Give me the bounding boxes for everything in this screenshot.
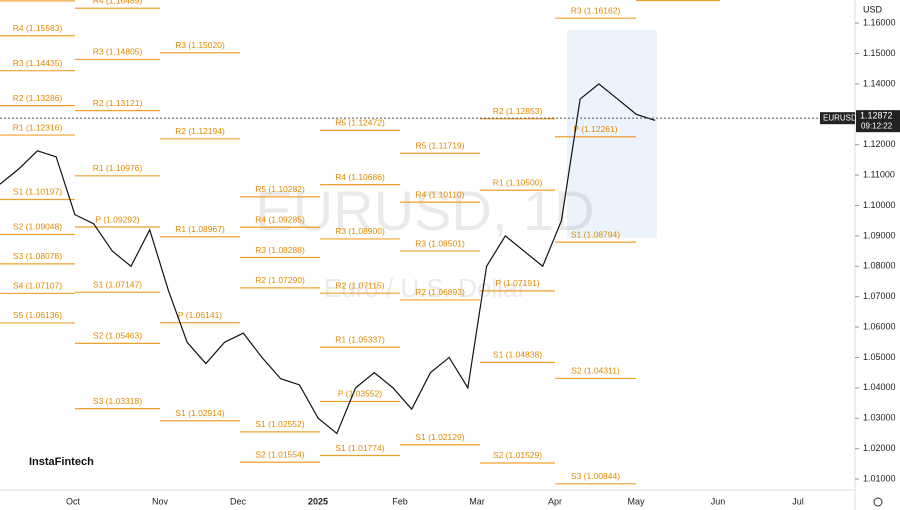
- pivot-label: R2 (1.13121): [93, 98, 143, 108]
- pivot-label: S1 (1.01774): [335, 443, 384, 453]
- y-tick-label: 1.14000: [863, 78, 896, 88]
- pivot-label: S1 (1.04838): [493, 350, 542, 360]
- pivot-label: P (1.06141): [178, 310, 222, 320]
- pivot-label: R5 (1.11719): [416, 140, 465, 150]
- last-price: 1.12872: [860, 111, 893, 121]
- y-tick-label: 1.09000: [863, 230, 896, 240]
- pivot-label: R2 (1.07290): [255, 275, 305, 285]
- pivot-label: S2 (1.04311): [571, 366, 620, 376]
- currency: USD: [863, 4, 883, 14]
- pivot-label: R3 (1.08900): [335, 226, 385, 236]
- y-tick-label: 1.16000: [863, 17, 896, 27]
- x-tick-label: Apr: [548, 496, 562, 506]
- y-tick-label: 1.02000: [863, 443, 896, 453]
- pivot-label: P (1.12261): [573, 124, 617, 134]
- pivot-label: R3 (1.08501): [415, 238, 465, 248]
- pivot-label: P (1.09292): [95, 214, 139, 224]
- settings-icon[interactable]: [873, 497, 883, 507]
- price-line: [0, 83, 656, 435]
- logo-box: [22, 448, 102, 476]
- pivot-label: R3 (1.08288): [255, 245, 305, 255]
- pivot-label: R2 (1.12853): [493, 106, 543, 116]
- pivot-label: R3 (1.14805): [93, 47, 143, 57]
- y-tick-label: 1.05000: [863, 352, 896, 362]
- symbol-tag: [820, 112, 855, 125]
- x-tick-label: Nov: [152, 496, 169, 506]
- pivot-label: S3 (1.08078): [13, 251, 62, 261]
- y-tick-label: 1.06000: [863, 321, 896, 331]
- y-tick-label: 1.15000: [863, 48, 896, 58]
- pivot-label: R5 (1.10282): [255, 184, 305, 194]
- countdown: 09:12:22: [861, 121, 893, 130]
- pivot-label: R1 (1.08967): [175, 224, 225, 234]
- pivot-label: R2 (1.06893): [415, 287, 465, 297]
- pivot-label: S2 (1.01554): [255, 449, 304, 459]
- watermark-title: EURUSD, 1D: [255, 179, 594, 242]
- volume-profile-box: [567, 30, 657, 238]
- pivot-label: R4 (1.10110): [416, 189, 465, 199]
- x-tick-label: Feb: [392, 496, 408, 506]
- symbol: EURUSD: [823, 113, 857, 122]
- pivot-label: S3 (1.00844): [571, 471, 620, 481]
- pivot-label: R2 (1.12194): [175, 126, 225, 136]
- y-tick-label: 1.12000: [863, 139, 896, 149]
- y-tick-label: 1.03000: [863, 413, 896, 423]
- pivot-label: S2 (1.09048): [13, 222, 62, 232]
- pivot-label: R4 (1.10686): [335, 172, 385, 182]
- y-tick-label: 1.01000: [863, 473, 896, 483]
- pivot-label: R1 (1.10976): [93, 163, 143, 173]
- pivot-label: P (1.03552): [338, 389, 382, 399]
- x-tick-label: Mar: [469, 496, 485, 506]
- logo: InstaFintech: [29, 456, 94, 468]
- pivot-label: R2 (1.07115): [336, 280, 385, 290]
- pivot-label: S1 (1.02129): [415, 432, 464, 442]
- x-tick-label: Jun: [711, 496, 726, 506]
- y-tick-label: 1.11000: [863, 169, 895, 179]
- pivot-label: R2 (1.13286): [13, 93, 63, 103]
- x-tick-label: Oct: [66, 496, 81, 506]
- pivot-label: S1 (1.08794): [571, 229, 620, 239]
- pivot-label: R4 (1.15583): [13, 23, 63, 33]
- pivot-label: S2 (1.01529): [493, 450, 542, 460]
- x-tick-label: May: [627, 496, 645, 506]
- pivot-label: R4 (1.09285): [255, 214, 305, 224]
- watermark-subtitle: Euro / U.S. Dollar: [324, 273, 527, 303]
- pivot-label: S3 (1.03318): [93, 396, 142, 406]
- y-tick-label: 1.04000: [863, 382, 896, 392]
- pivot-label: R3 (1.14435): [13, 58, 63, 68]
- pivot-label: S2 (1.05463): [93, 331, 142, 341]
- pivot-label: R1 (1.05337): [335, 334, 385, 344]
- pivot-label: P (1.07191): [495, 278, 539, 288]
- pivot-label: S5 (1.06136): [13, 310, 62, 320]
- y-tick-label: 1.07000: [863, 291, 896, 301]
- pivot-label: R1 (1.12316): [13, 122, 63, 132]
- y-tick-label: 1.08000: [863, 261, 896, 271]
- pivot-label: R4 (1.16489): [93, 0, 143, 5]
- pivot-label: R5 (1.12472): [335, 118, 385, 128]
- x-tick-label: Dec: [230, 496, 247, 506]
- x-tick-label: 2025: [308, 496, 328, 506]
- pivot-label: R1 (1.10500): [493, 178, 543, 188]
- pivot-label: S1 (1.02552): [255, 419, 304, 429]
- pivot-label: S4 (1.07107): [13, 281, 62, 291]
- pivot-label: S1 (1.02914): [175, 408, 224, 418]
- pivot-label: R3 (1.16162): [571, 5, 621, 15]
- y-tick-label: 1.10000: [863, 200, 896, 210]
- pivot-label: S1 (1.07147): [93, 279, 142, 289]
- price-tag: [856, 110, 900, 133]
- pivot-label: R3 (1.15020): [175, 40, 225, 50]
- x-tick-label: Jul: [792, 496, 804, 506]
- pivot-label: S1 (1.10197): [13, 187, 62, 197]
